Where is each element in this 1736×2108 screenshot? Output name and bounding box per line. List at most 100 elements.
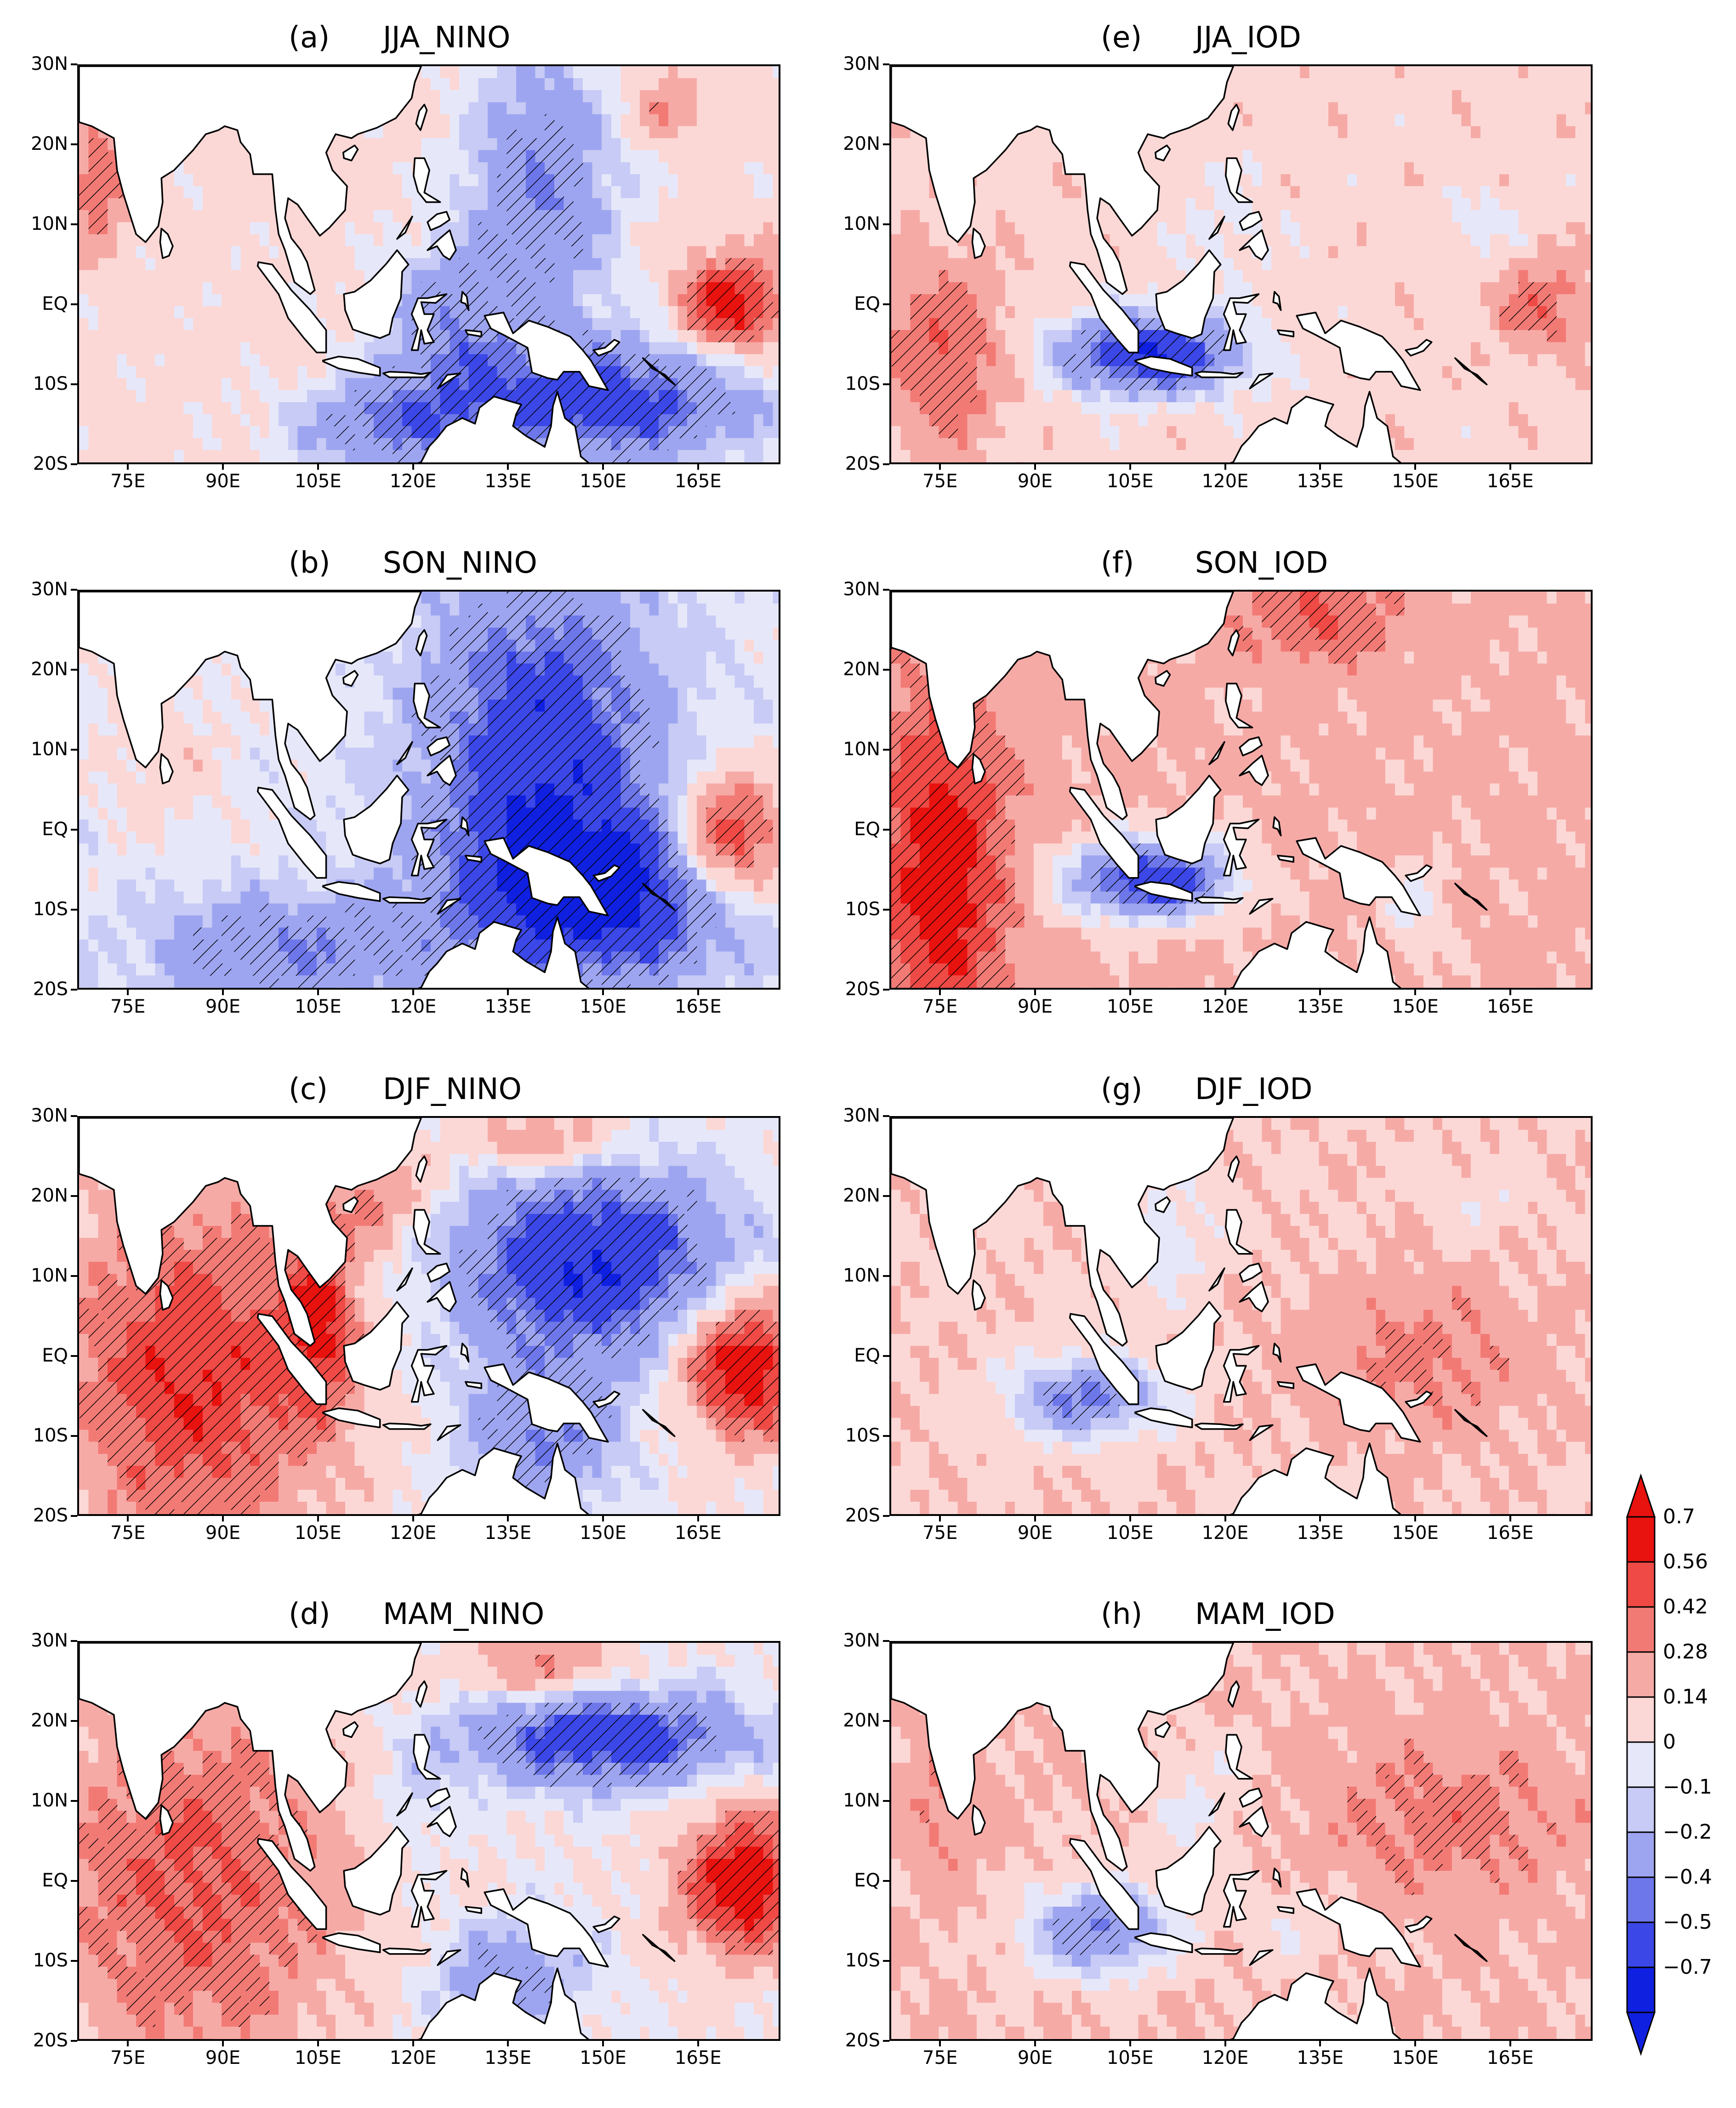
lon-tick (1224, 990, 1226, 995)
lat-tick (71, 589, 77, 591)
lat-tick (883, 1275, 889, 1277)
lat-tick (883, 669, 889, 671)
map-plot (77, 590, 780, 990)
lat-tick (71, 1115, 77, 1117)
lat-tick (883, 989, 889, 991)
land-australia (417, 391, 590, 462)
land-palawan (396, 1267, 413, 1292)
land-seram (1277, 1381, 1295, 1389)
land-hainan (342, 144, 359, 162)
lat-tick (883, 589, 889, 591)
land-srilanka (159, 1279, 174, 1311)
colorbar-arrow-bottom (1626, 2011, 1656, 2056)
lat-tick-label: 20S (13, 2030, 68, 2051)
land-luzon (1225, 683, 1253, 729)
lon-tick-label: 105E (1093, 996, 1167, 1017)
lon-tick (602, 1516, 604, 1521)
colorbar-swatch (1626, 1921, 1656, 1968)
lon-tick-label: 90E (186, 2047, 260, 2068)
land-visayas (1239, 211, 1263, 231)
land-taiwan (1227, 1155, 1240, 1183)
lat-tick (71, 669, 77, 671)
land-solomon (1454, 883, 1488, 911)
lat-tick (71, 383, 77, 385)
land-taiwan (1227, 103, 1240, 131)
lat-tick-label: 10S (13, 899, 68, 920)
land-newguinea (484, 1363, 609, 1443)
land-solomon (1454, 1934, 1488, 1962)
lon-tick (1414, 990, 1417, 995)
lat-tick-label: 20S (13, 979, 68, 1000)
land-india (891, 1643, 1235, 1872)
lat-tick (883, 1880, 889, 1882)
land-timor (437, 1424, 461, 1441)
land-solomon (1454, 357, 1488, 386)
land-india (79, 592, 422, 820)
anomaly-field (891, 1643, 1591, 2039)
land-india (79, 1643, 422, 1872)
lon-tick-label: 150E (1378, 2047, 1452, 2068)
land-sulawesi (1223, 1870, 1260, 1928)
land-sulawesi (410, 1870, 448, 1928)
lon-tick (1129, 464, 1131, 470)
lon-tick-label: 150E (1378, 1522, 1452, 1544)
lat-tick-label: 20N (825, 1185, 880, 1206)
land-australia (417, 1967, 590, 2039)
colorbar-swatch (1626, 1606, 1656, 1653)
lat-tick-label: 30N (13, 1105, 68, 1126)
land-java (1134, 355, 1193, 377)
lon-tick-label: 75E (91, 471, 165, 492)
land-java (322, 881, 381, 902)
lon-tick (1414, 1516, 1417, 1521)
lat-tick (71, 989, 77, 991)
lat-tick-label: 20N (13, 659, 68, 680)
land-palawan (1208, 1792, 1225, 1817)
lon-tick-label: 75E (91, 1522, 165, 1544)
lat-tick-label: 10S (825, 373, 880, 394)
lon-tick-label: 120E (1189, 996, 1262, 1017)
land-mindanao (1239, 1281, 1269, 1312)
lat-tick (71, 303, 77, 305)
map-plot (889, 64, 1593, 464)
lat-tick-label: 10N (825, 1265, 880, 1286)
land-visayas (1239, 736, 1263, 757)
map-plot (77, 64, 780, 464)
lat-tick (883, 1640, 889, 1642)
land-palawan (1208, 216, 1225, 240)
lat-tick-label: 20S (13, 453, 68, 474)
colorbar-label: 0.56 (1663, 1550, 1708, 1573)
land-borneo (343, 1826, 410, 1916)
land-newguinea (1296, 312, 1421, 391)
coastlines (79, 1643, 676, 2039)
lat-tick-label: 30N (13, 579, 68, 600)
lon-tick (507, 1516, 509, 1521)
land-newbritain (1405, 339, 1433, 357)
lon-tick (1224, 1516, 1226, 1521)
lon-tick-label: 135E (471, 996, 545, 1017)
panel-title: MAM_IOD (1195, 1597, 1335, 1631)
lat-tick (71, 749, 77, 751)
land-newbritain (592, 864, 620, 882)
land-newbritain (592, 1915, 620, 1933)
land-srilanka (971, 753, 986, 785)
lat-tick-label: 10S (825, 1950, 880, 1971)
lon-tick-label: 120E (376, 2047, 450, 2068)
land-newbritain (592, 339, 620, 357)
land-mindanao (1239, 754, 1269, 786)
lat-tick-label: EQ (825, 819, 880, 840)
map-plot (889, 590, 1593, 990)
land-nusa (1194, 1422, 1244, 1430)
lat-tick-label: 30N (825, 53, 880, 74)
land-sulawesi (1223, 819, 1260, 877)
map-plot (889, 1641, 1593, 2041)
lat-tick-label: 10S (825, 899, 880, 920)
lat-tick (883, 909, 889, 911)
land-newguinea (484, 312, 609, 391)
land-india (891, 1118, 1235, 1347)
lat-tick (71, 1720, 77, 1722)
lon-tick (1509, 2041, 1511, 2046)
colorbar-label: −0.5 (1663, 1910, 1712, 1934)
land-palawan (396, 216, 413, 240)
colorbar-label: −0.2 (1663, 1820, 1712, 1844)
lat-tick (883, 1435, 889, 1437)
